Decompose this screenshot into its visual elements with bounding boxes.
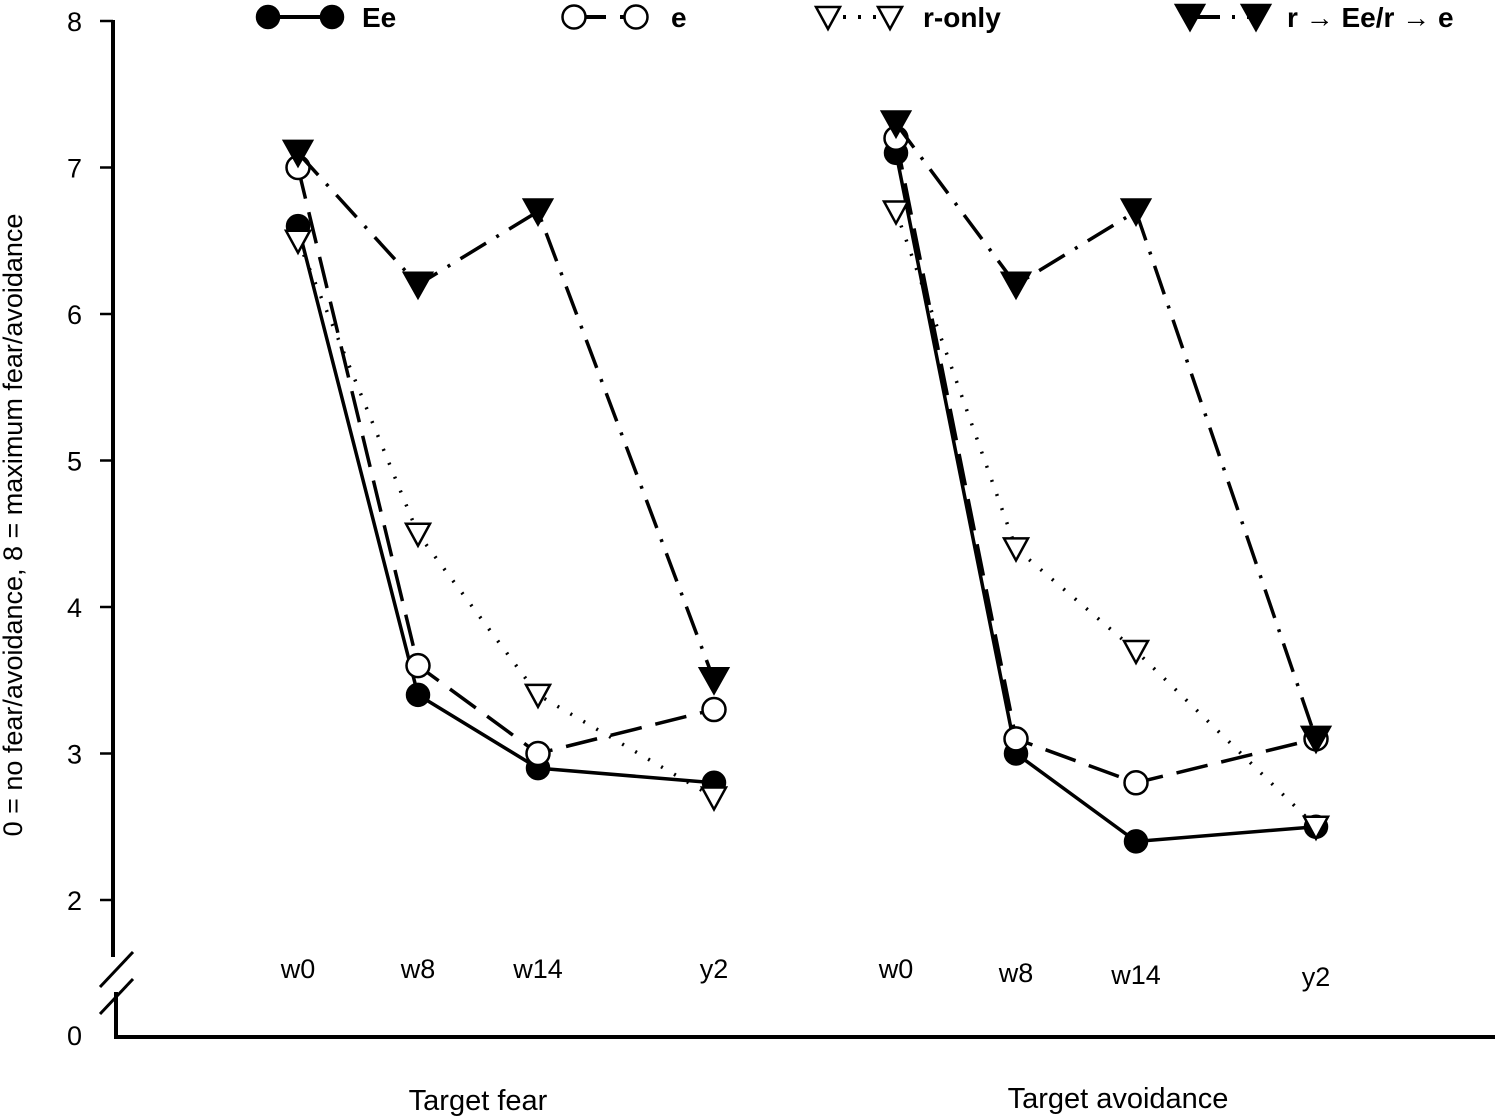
series-line (894, 210, 1318, 829)
group-target-avoidance: w0 w8 w14 y2 (878, 110, 1333, 992)
series-ee (883, 140, 1329, 854)
x-tick-label: w14 (1110, 960, 1161, 990)
legend-label: r → Ee/r → e (1287, 2, 1454, 33)
y-tick-label: 3 (67, 740, 82, 770)
series-line (296, 240, 715, 799)
y-axis-label: 0 = no fear/avoidance, 8 = maximum fear/… (0, 214, 28, 837)
series-line (894, 122, 1318, 740)
series-line (894, 137, 1317, 785)
y-tick-label: 7 (67, 154, 82, 184)
legend: Ee e r-only r → Ee/r → e (255, 2, 1454, 33)
group-target-fear: w0 w8 w14 y2 (280, 139, 731, 984)
series-line (296, 225, 715, 785)
point-marker (623, 4, 649, 30)
y-tick-label: 6 (67, 300, 82, 330)
point-marker (403, 522, 433, 549)
legend-item-r-only: r-only (813, 2, 1001, 33)
x-tick-label: w8 (400, 954, 436, 984)
legend-item-r-ee-r-e: r → Ee/r → e (1173, 2, 1454, 33)
point-marker (1301, 815, 1331, 842)
point-marker (1003, 726, 1029, 752)
y-tick-label: 0 (67, 1021, 82, 1051)
group-title-target-fear: Target fear (409, 1085, 548, 1117)
point-marker (1239, 3, 1273, 33)
point-marker (699, 786, 729, 813)
x-tick-label: w8 (998, 958, 1034, 988)
series-line (296, 167, 715, 756)
x-tick-label: w14 (512, 954, 563, 984)
point-marker (1123, 770, 1149, 796)
point-marker (813, 5, 843, 32)
point-marker (1123, 829, 1149, 854)
point-marker (999, 271, 1033, 301)
point-marker (701, 696, 727, 723)
y-tick-label: 4 (67, 593, 82, 623)
series-ee (285, 213, 727, 796)
axis-break-mark (98, 977, 135, 1016)
point-marker (405, 652, 431, 679)
point-marker (1299, 725, 1333, 755)
point-marker (405, 682, 431, 708)
point-marker (561, 4, 587, 30)
series-r-ee-r-e (879, 110, 1333, 755)
legend-label: e (671, 2, 687, 33)
point-marker (255, 4, 281, 30)
point-marker (525, 740, 551, 767)
series-r-ee-r-e (281, 139, 731, 696)
y-tick-label: 8 (67, 7, 82, 37)
series-r-only (283, 229, 729, 813)
point-marker (1119, 198, 1153, 228)
point-marker (879, 110, 913, 140)
series-e (285, 154, 727, 767)
axes (98, 20, 1495, 1039)
y-tick-label: 2 (67, 886, 82, 916)
point-marker (881, 200, 911, 227)
series-e (883, 125, 1329, 796)
x-tick-label: y2 (700, 954, 729, 984)
point-marker (1173, 3, 1207, 33)
axis-break-mark (98, 950, 135, 989)
group-title-target-avoidance: Target avoidance (1008, 1083, 1229, 1115)
point-marker (1121, 639, 1151, 666)
x-tick-label: w0 (878, 954, 914, 984)
point-marker (697, 667, 731, 696)
legend-item-e: e (561, 2, 687, 33)
legend-item-ee: Ee (255, 2, 396, 33)
point-marker (523, 683, 553, 710)
legend-label: r-only (923, 2, 1001, 33)
point-marker (283, 229, 313, 256)
point-marker (401, 271, 435, 301)
point-marker (1001, 537, 1031, 564)
point-marker (281, 139, 315, 169)
y-tick-label: 5 (67, 447, 82, 477)
series-line (894, 152, 1317, 844)
y-ticks: 0 2 3 4 5 6 7 8 (67, 7, 113, 1051)
point-marker (875, 5, 905, 32)
series-r-only (881, 200, 1331, 842)
x-tick-label: w0 (280, 954, 316, 984)
legend-label: Ee (362, 2, 396, 33)
series-line (296, 151, 716, 681)
point-marker (319, 4, 345, 30)
x-tick-label: y2 (1302, 962, 1331, 992)
point-marker (521, 198, 555, 228)
